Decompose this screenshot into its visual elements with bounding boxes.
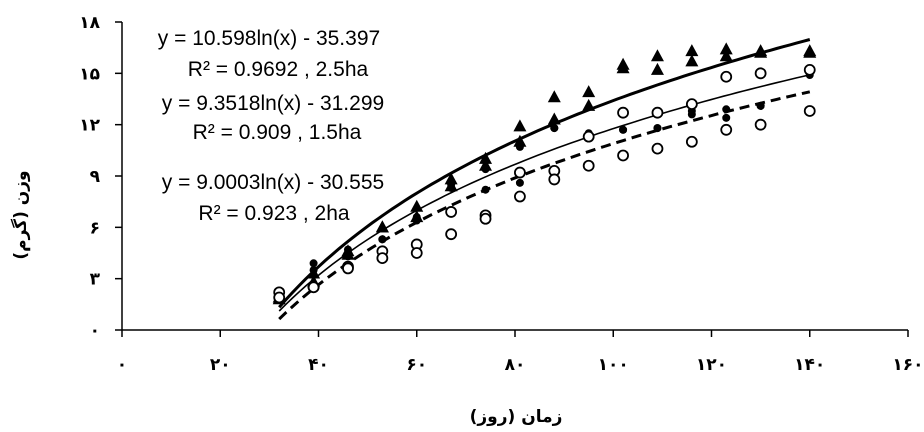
x-tick-label: ۲۰ [210, 355, 231, 375]
point-triangle-s0 [444, 172, 458, 185]
point-filled-circle-s1 [756, 101, 765, 110]
point-open-circle-s2 [720, 70, 733, 83]
point-open-circle-s2 [273, 291, 286, 304]
point-triangle-s0 [754, 45, 768, 58]
point-open-circle-s2 [720, 123, 733, 136]
x-tick-label: ۱۴۰ [794, 355, 825, 375]
point-filled-circle-s1 [309, 266, 318, 275]
equation-2ha: y = 9.0003ln(x) - 30.555 [162, 171, 384, 194]
point-triangle-s0 [719, 49, 733, 62]
point-triangle-s0 [547, 90, 561, 103]
x-axis-ticks: ۰ ۲۰ ۴۰ ۶۰ ۸۰ ۱۰۰ ۱۲۰ ۱۴۰ ۱۶۰ [117, 330, 924, 375]
point-open-circle-s2 [445, 206, 458, 218]
point-filled-circle-s1 [722, 113, 731, 122]
point-open-circle-s2 [514, 190, 526, 203]
point-triangle-s0 [410, 199, 424, 212]
point-open-circle-s2 [651, 142, 664, 155]
x-tick-label: ۱۲۰ [696, 355, 727, 375]
point-open-circle-s2 [445, 228, 458, 241]
point-triangle-s0 [547, 112, 561, 125]
point-filled-circle-s1 [515, 178, 524, 187]
point-filled-circle-s1 [619, 125, 628, 134]
point-triangle-s0 [616, 61, 630, 74]
point-open-circle-s2 [754, 118, 767, 131]
point-filled-circle-s1 [378, 235, 387, 244]
point-open-circle-s2 [617, 106, 629, 119]
r2-1-5ha: R² = 0.909 , 1.5ha [193, 121, 362, 144]
point-triangle-s0 [582, 85, 596, 98]
trendline-0 [278, 38, 811, 309]
x-tick-label: ۱۶۰ [892, 355, 923, 375]
point-open-circle-s2 [514, 166, 526, 179]
equation-2-5ha: y = 10.598ln(x) - 35.397 [158, 27, 380, 50]
point-open-circle-s2 [410, 247, 423, 259]
point-triangle-s0 [803, 45, 817, 58]
point-triangle-s0 [375, 220, 389, 233]
point-filled-circle-s1 [309, 259, 318, 268]
point-open-circle-s2 [307, 281, 320, 294]
point-open-circle-s2 [803, 105, 816, 117]
r2-2-5ha: R² = 0.9692 , 2.5ha [188, 58, 369, 81]
point-filled-circle-s1 [343, 252, 352, 261]
x-tick-label: ۶۰ [406, 355, 427, 375]
trendline-2 [278, 90, 811, 321]
point-triangle-s0 [685, 54, 699, 67]
point-triangle-s0 [685, 44, 699, 57]
point-open-circle-s2 [685, 135, 698, 148]
y-tick-label: ۰ [90, 321, 100, 341]
point-open-circle-s2 [376, 252, 389, 265]
y-tick-label: ۱۸ [79, 13, 100, 33]
equation-1-5ha: y = 9.3518ln(x) - 31.299 [162, 92, 384, 115]
point-filled-circle-s1 [412, 216, 421, 225]
x-tick-label: ۱۰۰ [598, 355, 629, 375]
point-open-circle-s2 [754, 67, 767, 80]
point-filled-circle-s1 [722, 105, 731, 114]
data-points [272, 42, 817, 305]
point-filled-circle-s1 [447, 180, 456, 189]
x-tick-label: ۸۰ [505, 355, 526, 375]
y-tick-label: ۱۲ [79, 116, 100, 136]
point-open-circle-s2 [548, 173, 561, 186]
point-triangle-s0 [513, 119, 527, 132]
y-axis-title: وزن (گرم) [10, 170, 31, 259]
point-open-circle-s2 [582, 159, 595, 172]
point-filled-circle-s1 [653, 124, 662, 133]
point-triangle-s0 [582, 98, 596, 111]
y-axis-ticks: ۰ ۳ ۶ ۹ ۱۲ ۱۵ ۱۸ [79, 13, 122, 341]
point-open-circle-s2 [617, 149, 629, 162]
trendlines [278, 38, 811, 321]
y-tick-label: ۱۵ [79, 64, 100, 84]
trendline-1 [278, 74, 810, 312]
point-triangle-s0 [513, 134, 527, 147]
point-filled-circle-s1 [515, 142, 524, 151]
x-tick-label: ۰ [117, 355, 127, 375]
point-open-circle-s2 [479, 212, 492, 225]
y-tick-label: ۳ [90, 270, 101, 290]
x-tick-label: ۴۰ [308, 355, 329, 375]
point-filled-circle-s1 [550, 124, 559, 133]
point-triangle-s0 [650, 49, 664, 62]
point-open-circle-s2 [685, 98, 698, 111]
point-open-circle-s2 [803, 64, 816, 76]
point-open-circle-s2 [651, 106, 664, 119]
y-tick-label: ۹ [90, 167, 101, 187]
point-triangle-s0 [650, 62, 664, 75]
point-filled-circle-s1 [481, 185, 490, 194]
x-axis-title: زمان (روز) [470, 407, 563, 427]
point-open-circle-s2 [342, 262, 354, 275]
point-filled-circle-s1 [343, 245, 352, 254]
point-triangle-s0 [479, 151, 493, 164]
point-open-circle-s2 [582, 130, 595, 143]
point-filled-circle-s1 [687, 110, 696, 119]
point-triangle-s0 [719, 42, 733, 55]
y-tick-label: ۶ [90, 218, 100, 238]
point-filled-circle-s1 [481, 165, 490, 174]
r2-2ha: R² = 0.923 , 2ha [198, 202, 350, 225]
